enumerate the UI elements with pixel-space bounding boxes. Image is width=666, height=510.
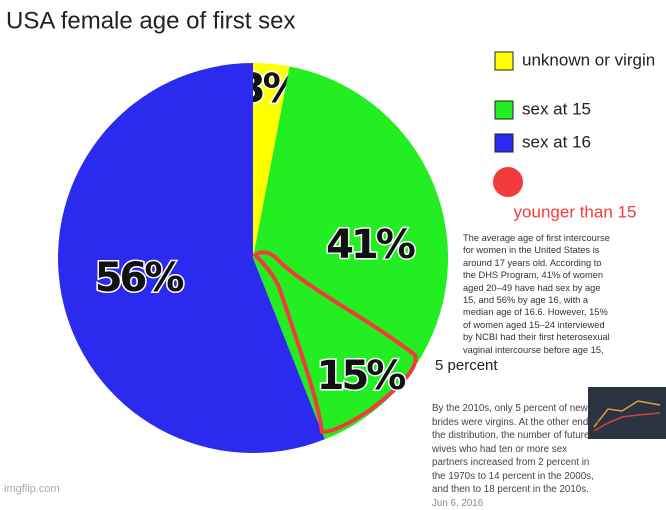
annotation-label: 15%: [317, 353, 406, 399]
snippet-text: By the 2010s, only 5 percent of new brid…: [432, 403, 600, 495]
annotation-loop: [253, 250, 418, 434]
legend-swatch: [494, 51, 514, 71]
slice-label: 56%: [95, 255, 184, 301]
legend-marker: [493, 167, 523, 197]
legend-swatch: [494, 133, 514, 153]
pie-slice: [253, 63, 290, 258]
pie-slice: [58, 63, 325, 453]
chart: USA female age of first sex 3%41%56% unk…: [6, 7, 655, 453]
legend-label: unknown or virgin: [522, 50, 655, 69]
text-snippet: The average age of first intercourse for…: [463, 232, 615, 369]
legend: unknown or virgin sex at 15 sex at 16 young…: [493, 50, 655, 221]
legend-label: younger than 15: [514, 202, 637, 221]
legend-swatch: [494, 100, 514, 120]
thumbnail: [588, 387, 666, 439]
pie: 3%41%56%: [58, 63, 449, 453]
slice-label: 41%: [326, 222, 415, 268]
chart-title: USA female age of first sex: [6, 7, 295, 34]
thumbnail-graph: [593, 400, 661, 432]
snippet-body: By the 2010s, only 5 percent of new brid…: [432, 402, 604, 510]
text-snippet: 5 percent By the 2010s, only 5 percent o…: [430, 357, 666, 509]
legend-label: sex at 16: [522, 132, 591, 151]
snippet-heading: 5 percent: [435, 357, 498, 374]
snippet-date: Jun 6, 2016: [432, 497, 484, 509]
legend-label: sex at 15: [522, 99, 591, 118]
pie-slice: [253, 66, 449, 440]
page: {"chart_data": {"type": "pie", "title": …: [4, 7, 666, 509]
watermark: imgflip.com: [4, 483, 60, 495]
